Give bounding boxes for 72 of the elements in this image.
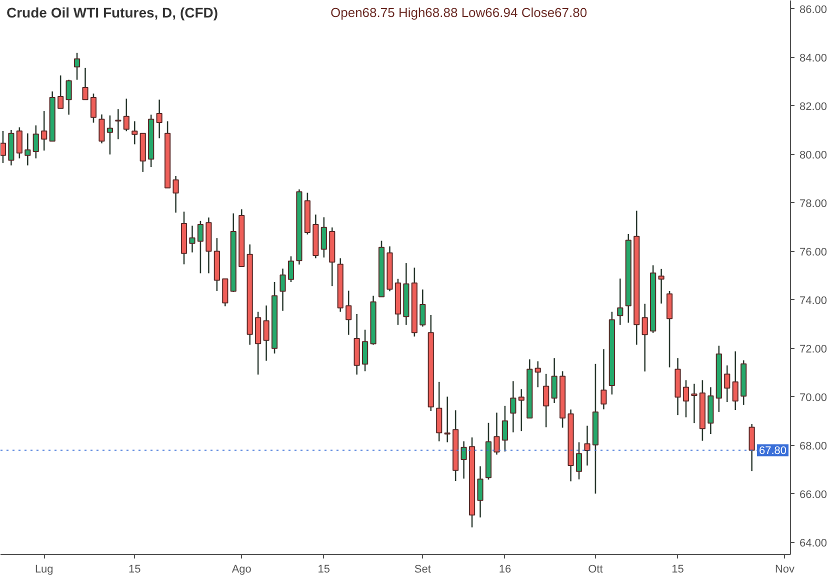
chart-title: Crude Oil WTI Futures, D, (CFD) <box>6 4 218 20</box>
candlestick <box>32 124 39 159</box>
y-tick-label: 66.00 <box>800 488 828 501</box>
candlestick <box>24 132 31 166</box>
y-tick-label: 82.00 <box>800 100 828 113</box>
candlestick <box>197 220 204 274</box>
candlestick <box>534 360 541 388</box>
candlestick <box>58 74 64 110</box>
candlestick <box>617 278 624 326</box>
candlestick <box>502 405 508 452</box>
x-tick-label: Ott <box>588 564 603 576</box>
y-tick-label: 78.00 <box>800 198 828 210</box>
candlestick <box>444 396 450 443</box>
x-tick-label: Ago <box>232 564 252 576</box>
x-tick-label: 15 <box>128 564 141 576</box>
y-tick-label: 72.00 <box>800 343 828 356</box>
candlestick <box>691 383 698 424</box>
y-tick-label: 76.00 <box>800 246 828 258</box>
candlestick <box>518 388 524 432</box>
candlestick <box>74 52 80 80</box>
y-tick-label: 64.00 <box>800 537 828 550</box>
y-tick-label: 84.00 <box>800 52 828 64</box>
candlestick <box>288 256 294 283</box>
candlestick <box>362 329 368 372</box>
y-tick-label: 68.00 <box>800 440 828 452</box>
y-tick-label: 80.00 <box>800 149 828 162</box>
candlestick <box>551 357 558 404</box>
candlestick <box>263 304 270 362</box>
candlestick <box>460 440 467 480</box>
candlestick <box>98 114 105 144</box>
y-tick-label: 70.00 <box>800 392 828 404</box>
candlestick <box>320 216 327 258</box>
candlestick <box>0 130 6 164</box>
candlestick <box>82 67 88 100</box>
candlestick <box>724 364 730 403</box>
candlestick <box>41 110 48 152</box>
candlestick <box>477 466 484 518</box>
candlestick <box>132 120 138 145</box>
candlestick <box>222 278 228 307</box>
chart-subtitle: Open68.75 High68.88 Low66.94 Close67.80 <box>330 5 588 20</box>
x-tick-label: 15 <box>318 564 330 576</box>
candlestick <box>156 99 162 139</box>
candlestick <box>172 175 179 214</box>
x-tick-label: Nov <box>774 564 796 576</box>
candlestick <box>494 412 500 456</box>
x-tick-label: 16 <box>498 564 512 576</box>
ref-line-label: 67.80 <box>758 445 787 458</box>
candlestick <box>16 126 22 159</box>
candlestick <box>576 442 582 480</box>
candlestick <box>106 114 113 156</box>
candlestick <box>115 108 122 140</box>
candlestick <box>543 373 550 428</box>
candlestick <box>346 290 352 336</box>
candlestick <box>584 425 590 466</box>
x-tick-label: 15 <box>672 564 684 576</box>
candlestick <box>732 350 738 411</box>
candlestick <box>658 268 664 304</box>
candlestick <box>123 98 130 132</box>
y-tick-label: 86.00 <box>800 4 828 16</box>
candlestick <box>642 303 648 372</box>
candlestick <box>90 92 97 124</box>
candlestick <box>189 225 196 254</box>
candlestick <box>280 268 286 312</box>
candlestick <box>682 380 690 418</box>
candlestick <box>510 380 516 433</box>
candlestick <box>600 348 607 410</box>
candlestick <box>420 288 426 328</box>
candlestick <box>748 423 755 472</box>
x-tick-label: Set <box>414 564 431 576</box>
y-tick-label: 74.00 <box>800 294 828 307</box>
x-tick-label: Lug <box>34 564 54 576</box>
candlestick <box>66 79 72 116</box>
